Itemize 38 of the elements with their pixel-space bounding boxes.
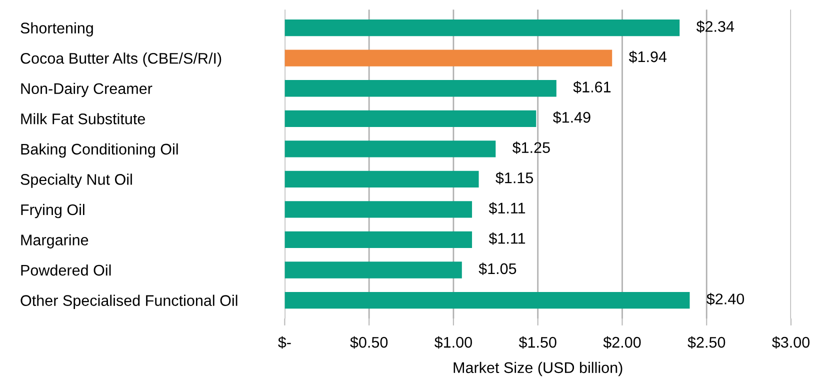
- x-tick-label: $1.50: [518, 336, 556, 349]
- y-tick-label: Other Specialised Functional Oil: [20, 294, 238, 309]
- y-tick-label: Baking Conditioning Oil: [21, 143, 178, 158]
- data-label: $1.49: [552, 111, 590, 124]
- data-label: $2.34: [696, 20, 734, 33]
- bar: [284, 262, 462, 278]
- x-tick-label: $-: [278, 336, 291, 349]
- x-tick-label: $2.50: [688, 336, 726, 349]
- data-label: $1.15: [496, 172, 534, 184]
- data-label: $2.40: [706, 292, 744, 306]
- x-tick-label: $2.00: [603, 336, 641, 349]
- y-tick-label: Frying Oil: [21, 204, 84, 218]
- bar: [284, 50, 612, 66]
- y-tick-label: Specialty Nut Oil: [20, 174, 132, 188]
- bar: [284, 110, 536, 127]
- y-tick-label: Powdered Oil: [21, 264, 111, 276]
- y-tick-label: Non-Dairy Creamer: [21, 82, 152, 98]
- data-label: $1.25: [512, 142, 550, 154]
- data-label: $1.11: [488, 232, 526, 245]
- y-tick-label: Cocoa Butter Alts (CBE/S/R/I): [20, 52, 222, 67]
- data-label: $1.11: [488, 202, 526, 214]
- data-label: $1.94: [628, 50, 667, 64]
- x-tick-label: $0.50: [350, 336, 388, 349]
- bar: [284, 292, 690, 309]
- data-label: $1.05: [478, 262, 516, 276]
- y-tick-label: Shortening: [20, 22, 93, 37]
- bar: [284, 19, 680, 36]
- bar: [284, 140, 496, 158]
- x-axis-title: Market Size (USD billion): [454, 362, 622, 376]
- bar: [284, 231, 472, 248]
- bar: [284, 170, 479, 188]
- y-tick-label: Milk Fat Substitute: [21, 113, 145, 124]
- x-tick-label: $3.00: [772, 336, 810, 349]
- x-tick-label: $1.00: [434, 336, 472, 349]
- data-label: $1.61: [573, 81, 611, 94]
- bar: [284, 201, 472, 218]
- bar: [284, 80, 556, 97]
- y-tick-label: Margarine: [21, 234, 88, 248]
